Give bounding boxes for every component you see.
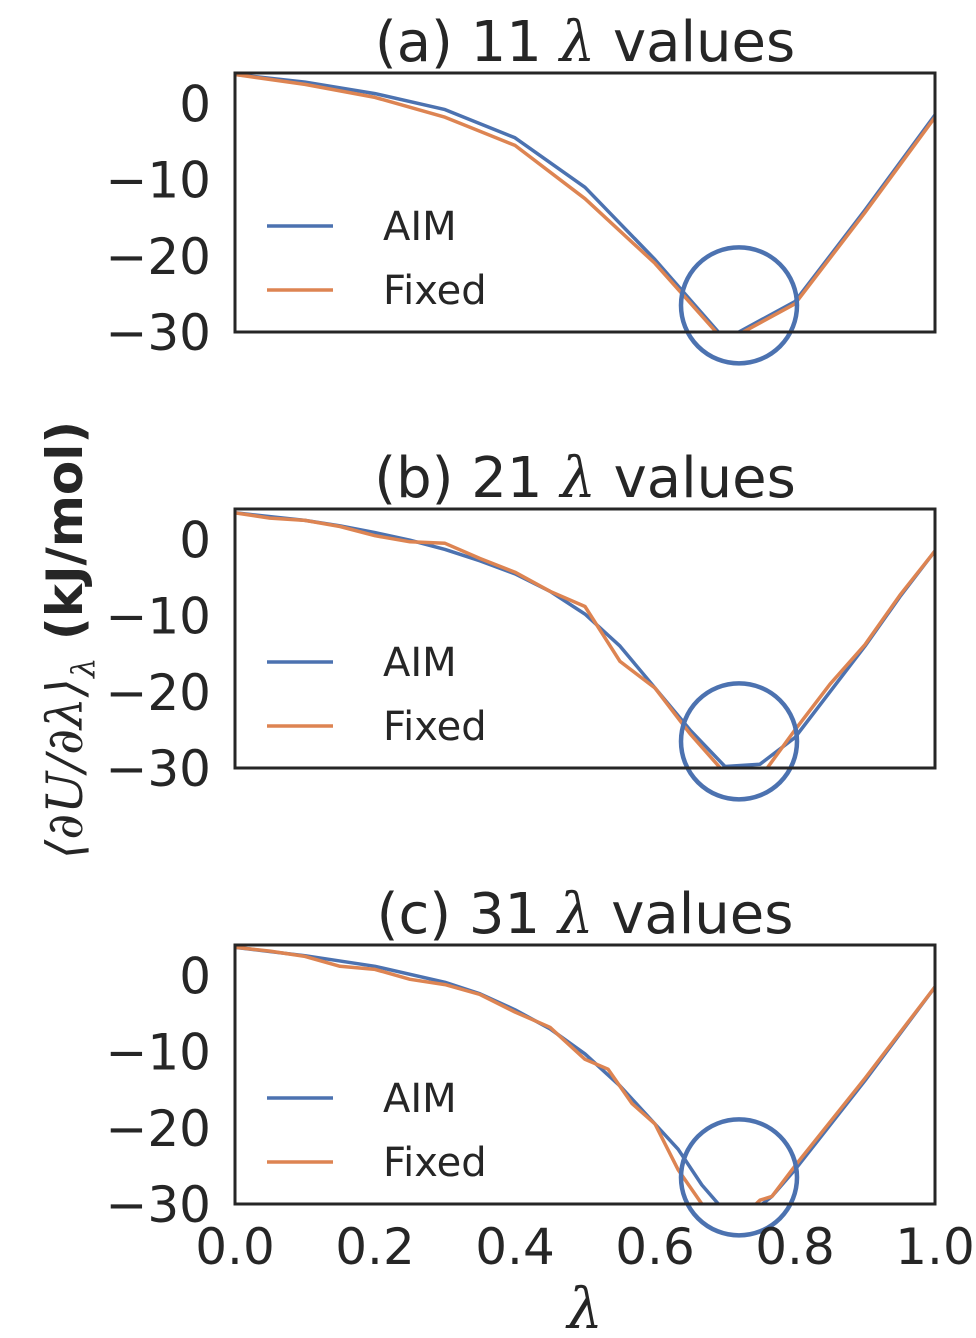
x-tick-label: 0.6	[615, 1218, 695, 1276]
y-tick-label: 0	[179, 511, 211, 569]
axes-frame	[233, 71, 937, 334]
x-tick-label: 1.0	[895, 1218, 975, 1276]
panel-title: (c) 31 λ values	[377, 882, 794, 947]
legend-label-fixed: Fixed	[383, 1140, 487, 1186]
title-symbol: λ	[556, 882, 594, 947]
y-tick-label: −30	[105, 740, 211, 798]
y-tick-label: 0	[179, 947, 211, 1005]
highlight-circle	[678, 1117, 800, 1238]
y-axis-label-quantity: ⟨∂U/∂λ⟩	[36, 678, 94, 859]
series-line-fixed	[235, 945, 935, 1204]
y-tick-label: −20	[105, 1100, 211, 1158]
series-line-fixed	[235, 511, 935, 768]
series-line-fixed	[235, 73, 935, 332]
legend-label-fixed: Fixed	[383, 268, 487, 314]
title-prefix: (c) 31	[377, 882, 558, 947]
series-line-aim	[235, 945, 935, 1204]
x-tick-label: 0.8	[755, 1218, 835, 1276]
y-tick-label: −10	[105, 588, 211, 646]
legend-label-aim: AIM	[383, 204, 457, 250]
title-suffix: values	[593, 882, 793, 947]
title-prefix: (a) 11	[375, 10, 560, 75]
y-axis-label-unit: (kJ/mol)	[36, 421, 94, 658]
y-tick-label: −30	[105, 304, 211, 362]
y-tick-label: −10	[105, 152, 211, 210]
title-symbol: λ	[558, 446, 596, 511]
y-tick-label: 0	[179, 75, 211, 133]
legend-label-aim: AIM	[383, 640, 457, 686]
x-tick-label: 0.2	[335, 1218, 415, 1276]
legend-label-fixed: Fixed	[383, 704, 487, 750]
y-tick-label: −10	[105, 1024, 211, 1082]
series-line-aim	[235, 511, 935, 768]
x-axis-label: λ	[565, 1277, 603, 1338]
y-axis-label-subscript: λ	[64, 658, 102, 680]
panel-1: 0 −10 −20 −30 (b) 21 λ values AIM Fixed	[105, 446, 937, 802]
axes-frame	[233, 943, 937, 1206]
title-prefix: (b) 21	[374, 446, 560, 511]
panel-0: 0 −10 −20 −30 (a) 11 λ values AIM Fixed	[105, 10, 937, 366]
panel-title: (b) 21 λ values	[374, 446, 796, 511]
title-suffix: values	[596, 446, 796, 511]
y-tick-label: −20	[105, 664, 211, 722]
y-tick-label: −30	[105, 1176, 211, 1234]
title-symbol: λ	[558, 10, 596, 75]
y-tick-label: −20	[105, 228, 211, 286]
x-tick-label: 0.4	[475, 1218, 555, 1276]
x-tick-label: 0.0	[195, 1218, 275, 1276]
legend-label-aim: AIM	[383, 1076, 457, 1122]
y-axis-label: ⟨∂U/∂λ⟩λ (kJ/mol)	[36, 421, 102, 860]
axes-frame	[233, 507, 937, 770]
series-line-aim	[235, 73, 935, 332]
title-suffix: values	[595, 10, 795, 75]
panel-title: (a) 11 λ values	[375, 10, 795, 75]
highlight-circle	[678, 245, 800, 366]
highlight-circle	[678, 681, 800, 802]
panel-2: 0 −10 −20 −300.0 0.2 0.4 0.6 0.8 1.0 (c) 31 λ val…	[105, 882, 974, 1276]
